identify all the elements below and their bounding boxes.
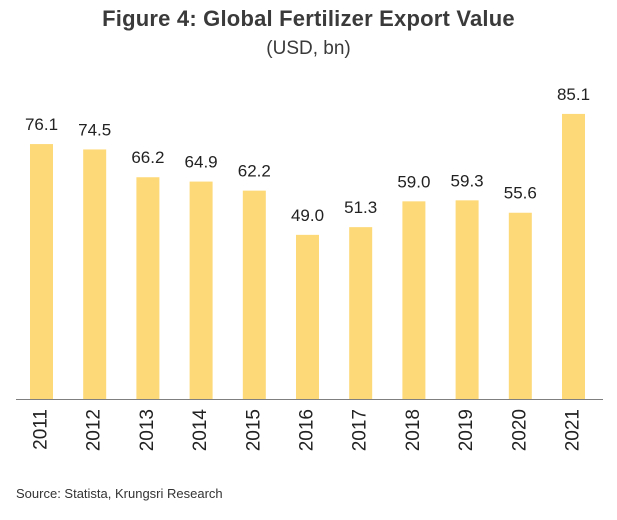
chart-subtitle: (USD, bn) bbox=[266, 38, 351, 59]
data-label: 66.2 bbox=[131, 148, 164, 167]
bar bbox=[296, 234, 319, 399]
data-label: 55.6 bbox=[504, 184, 537, 203]
x-tick-label: 2018 bbox=[403, 409, 424, 451]
x-tick-label: 2019 bbox=[456, 409, 477, 451]
bar bbox=[242, 190, 266, 399]
x-tick-label: 2014 bbox=[190, 409, 211, 452]
x-tick-label: 2020 bbox=[509, 409, 530, 451]
data-label: 64.9 bbox=[185, 153, 218, 172]
x-tick-label: 2015 bbox=[243, 409, 264, 451]
x-tick-label: 2016 bbox=[297, 409, 318, 451]
bar bbox=[562, 113, 585, 399]
x-tick-label: 2011 bbox=[31, 409, 52, 450]
data-label: 51.3 bbox=[344, 198, 377, 217]
data-label: 74.5 bbox=[78, 120, 111, 139]
data-label: 85.1 bbox=[557, 85, 590, 104]
data-label: 76.1 bbox=[25, 115, 58, 134]
bar bbox=[349, 227, 373, 399]
bar bbox=[508, 212, 532, 399]
data-label: 62.2 bbox=[238, 162, 271, 181]
x-tick-label: 2017 bbox=[350, 409, 371, 451]
bar bbox=[136, 177, 160, 399]
data-label: 59.3 bbox=[451, 171, 484, 190]
bar bbox=[30, 144, 53, 399]
bar bbox=[189, 181, 213, 399]
bar bbox=[83, 149, 107, 399]
bar-chart: 76.1 2011 74.5 2012 66.2 2013 64.9 2014 62.2 2015… bbox=[16, 85, 603, 452]
chart-title: Figure 4: Global Fertilizer Export Value bbox=[102, 6, 515, 31]
bar bbox=[402, 201, 426, 399]
x-tick-label: 2021 bbox=[563, 409, 584, 451]
data-label: 49.0 bbox=[291, 206, 324, 225]
bar bbox=[455, 200, 479, 399]
x-tick-label: 2013 bbox=[137, 409, 158, 451]
source-note: Source: Statista, Krungsri Research bbox=[16, 486, 223, 501]
data-label: 59.0 bbox=[397, 172, 430, 191]
x-tick-label: 2012 bbox=[84, 409, 105, 451]
